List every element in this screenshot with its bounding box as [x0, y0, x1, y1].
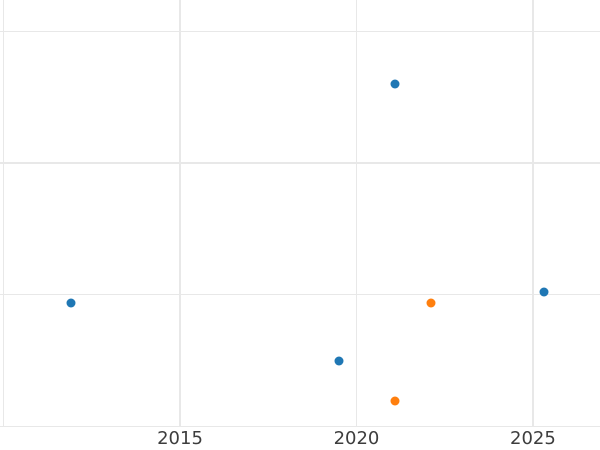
data-point-blue: [334, 356, 344, 366]
y-gridline: [0, 293, 600, 296]
data-point-orange: [390, 396, 400, 406]
y-gridline: [0, 162, 600, 164]
data-point-orange: [426, 298, 436, 308]
y-gridline: [0, 425, 600, 428]
x-gridline: [355, 0, 358, 427]
data-point-blue: [539, 287, 549, 297]
x-gridline: [179, 0, 181, 427]
x-gridline: [532, 0, 534, 427]
x-gridline: [2, 0, 5, 427]
y-gridline: [0, 30, 600, 33]
data-point-blue: [390, 79, 400, 89]
data-point-blue: [66, 298, 76, 308]
